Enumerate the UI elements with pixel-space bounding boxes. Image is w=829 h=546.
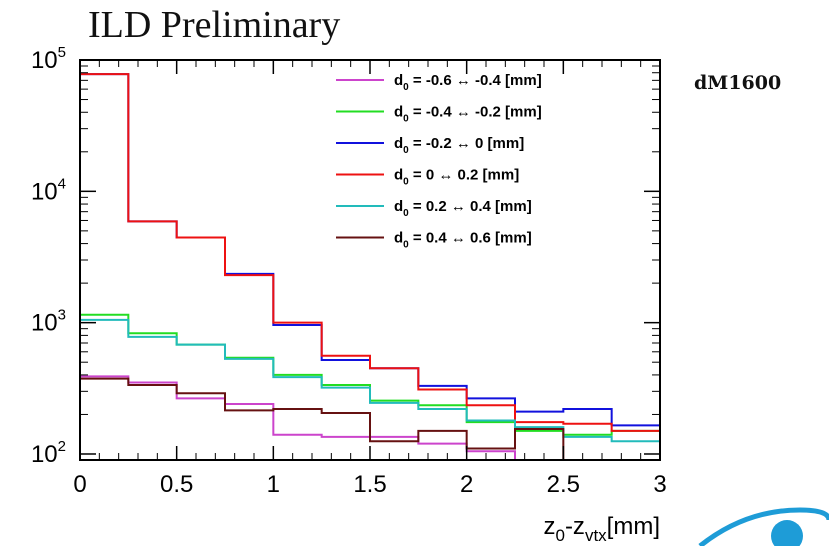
x-tick-label: 0.5 [160, 471, 193, 498]
y-tick-label: 102 [31, 438, 66, 468]
x-tick-label: 3 [653, 471, 666, 498]
histogram-series-4 [79, 73, 660, 460]
x-tick-label: 0 [73, 471, 86, 498]
x-tick-label: 1 [267, 471, 280, 498]
y-tick-label: 104 [31, 175, 66, 205]
histogram-series-5 [79, 318, 660, 460]
histogram-series-1 [79, 375, 660, 461]
x-tick-label: 1.5 [353, 471, 386, 498]
legend-entry-label: d0 = -0.2 ↔ 0 [mm] [394, 135, 524, 156]
legend-entry-label: d0 = 0 ↔ 0.2 [mm] [394, 167, 519, 188]
ild-preliminary-label: ILD Preliminary [88, 4, 341, 46]
x-tick-label: 2.5 [547, 471, 580, 498]
legend: d0 = -0.6 ↔ -0.4 [mm] d0 = -0.4 ↔ -0.2 [m… [336, 72, 542, 251]
x-axis-label: z0-zvtx[mm] [543, 513, 660, 545]
legend-entry-label: d0 = 0.2 ↔ 0.4 [mm] [394, 198, 532, 219]
y-tick-label: 105 [31, 44, 66, 74]
sample-label: dM1600 [694, 72, 782, 94]
x-tick-label: 2 [460, 471, 473, 498]
axis-ticks: 0 0.5 1 1.5 2 2.5 3 102 103 104 105 [31, 44, 667, 498]
histogram-series-layer [79, 73, 660, 461]
legend-entry-label: d0 = 0.4 ↔ 0.6 [mm] [394, 230, 532, 251]
legend-entry-label: d0 = -0.6 ↔ -0.4 [mm] [394, 72, 542, 93]
y-tick-label: 103 [31, 307, 66, 337]
histogram-series-6 [79, 377, 660, 461]
x-axis-title: z0-zvtx[mm] [543, 513, 660, 545]
legend-entry-label: d0 = -0.4 ↔ -0.2 [mm] [394, 104, 542, 125]
